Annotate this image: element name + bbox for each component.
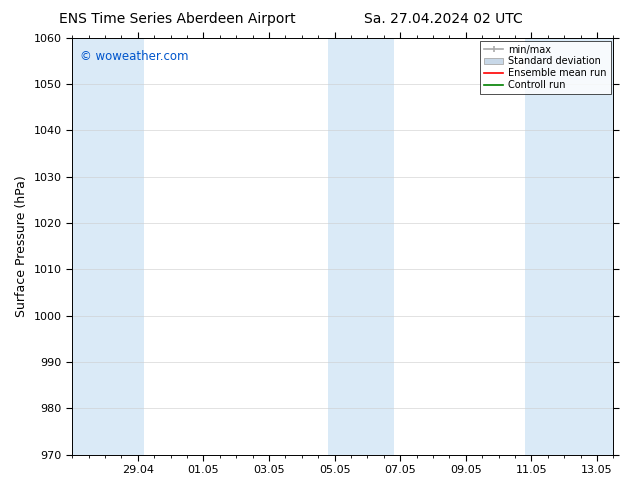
Legend: min/max, Standard deviation, Ensemble mean run, Controll run: min/max, Standard deviation, Ensemble me… xyxy=(480,41,611,94)
Text: © woweather.com: © woweather.com xyxy=(81,50,189,63)
Bar xyxy=(72,38,145,455)
Text: Sa. 27.04.2024 02 UTC: Sa. 27.04.2024 02 UTC xyxy=(365,12,523,26)
Text: ENS Time Series Aberdeen Airport: ENS Time Series Aberdeen Airport xyxy=(59,12,296,26)
Bar xyxy=(525,38,614,455)
Y-axis label: Surface Pressure (hPa): Surface Pressure (hPa) xyxy=(15,175,28,317)
Bar xyxy=(328,38,394,455)
